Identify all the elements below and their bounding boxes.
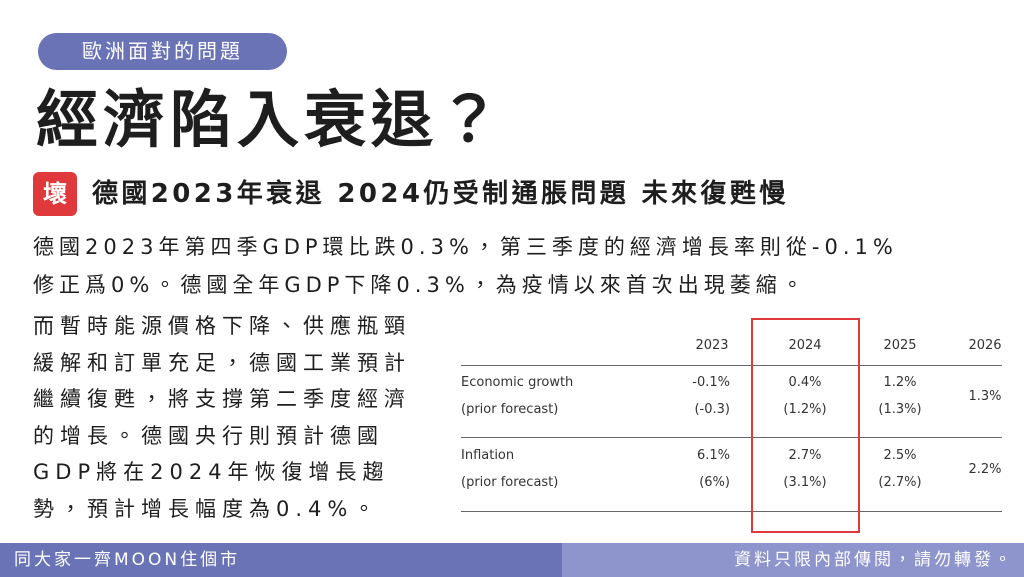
row-label: (prior forecast) (461, 475, 559, 490)
prior-value: (2.7%) (878, 475, 922, 490)
row-label: Economic growth (461, 375, 574, 390)
value: -0.1% (692, 375, 730, 390)
value: 2.7% (788, 448, 822, 463)
rule (461, 511, 1002, 512)
value: 1.3% (968, 389, 1002, 404)
highlight-box (751, 318, 860, 533)
value: 6.1% (696, 448, 730, 463)
footer-left-bar (0, 543, 562, 577)
body-line: 勢，預計增長幅度為0.4%。 (33, 496, 381, 521)
body-line: 的增長。德國央行則預計德國 (33, 423, 384, 448)
body-line: GDP將在2024年恢復增長趨 (33, 460, 390, 484)
prior-value: (1.2%) (783, 402, 827, 417)
column-header: 2023 (695, 338, 729, 353)
badge: 壞 (33, 172, 77, 216)
footer-left: 同大家一齊MOON住個市 (14, 550, 241, 570)
rule (461, 437, 1002, 438)
footer-right: 資料只限內部傳閱，請勿轉發。 (734, 550, 1014, 570)
value: 2.5% (883, 448, 917, 463)
column-header: 2024 (788, 338, 822, 353)
title: 經濟陷入衰退？ (36, 83, 506, 156)
intro-line: 德國2023年第四季GDP環比跌0.3%，第三季度的經濟增長率則從-0.1% (33, 235, 898, 259)
value: 0.4% (788, 375, 822, 390)
rule (461, 365, 1002, 366)
row-label: Inflation (461, 448, 515, 463)
prior-value: (-0.3) (694, 402, 730, 417)
footer-right-bar (562, 543, 1024, 577)
prior-value: (6%) (699, 475, 730, 490)
column-header: 2025 (883, 338, 917, 353)
column-header: 2026 (968, 338, 1002, 353)
value: 2.2% (968, 462, 1002, 477)
value: 1.2% (883, 375, 917, 390)
prior-value: (1.3%) (878, 402, 922, 417)
tag: 歐洲面對的問題 (38, 33, 287, 70)
body-line: 緩解和訂單充足，德國工業預計 (33, 350, 411, 375)
intro-line: 修正爲0%。德國全年GDP下降0.3%，為疫情以來首次出現萎縮。 (33, 273, 808, 297)
prior-value: (3.1%) (783, 475, 827, 490)
headline: 德國2023年衰退 2024仍受制通脹問題 未來復甦慢 (92, 179, 789, 209)
body-line: 繼續復甦，將支撐第二季度經濟 (33, 387, 411, 411)
body-line: 而暫時能源價格下降、供應瓶頸 (33, 314, 411, 338)
row-label: (prior forecast) (461, 402, 559, 417)
